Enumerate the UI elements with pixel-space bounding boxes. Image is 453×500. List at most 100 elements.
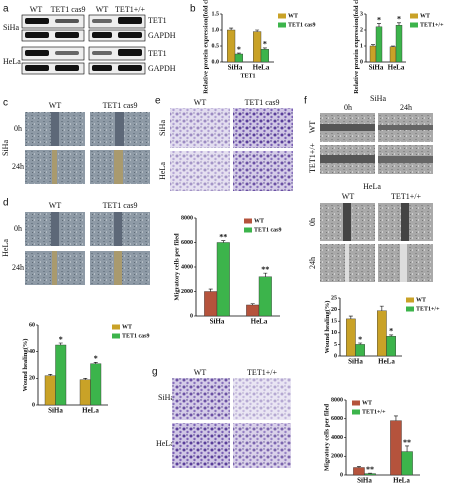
column-label: WT	[342, 192, 355, 201]
bar	[377, 310, 387, 357]
cell-label: SiHa	[1, 140, 10, 156]
row-label: HeLa	[158, 162, 167, 180]
row-label: SiHa	[158, 120, 167, 136]
row-label: SiHa	[158, 393, 174, 402]
significance-mark: **	[366, 465, 374, 474]
x-tick-label: HeLa	[378, 358, 395, 366]
y-axis-label: Wound healing(%)	[22, 339, 29, 392]
error-bar	[262, 47, 267, 50]
error-bar	[229, 27, 234, 30]
column-label: TET1 cas9	[103, 101, 138, 110]
wound-image	[25, 212, 150, 285]
y-tick-label: 40	[29, 349, 35, 355]
row-label: 0h	[14, 224, 22, 233]
panel-letter: g	[152, 367, 158, 378]
column-label: 0h	[344, 103, 352, 112]
x-tick-label: SiHa	[228, 64, 243, 72]
legend-swatch	[406, 306, 414, 312]
y-tick-label: 8000	[181, 215, 193, 221]
wound-image	[25, 112, 150, 184]
y-tick-label: 1.5	[212, 11, 220, 17]
error-bar	[48, 374, 53, 376]
legend-label: TET1 cas9	[122, 333, 150, 339]
y-axis-label: Migratory cells per filed	[173, 233, 180, 301]
bar	[258, 276, 272, 317]
y-axis-label: Wound healing(%)	[324, 301, 331, 354]
legend-label: TET1+/+	[362, 409, 386, 415]
legend-label: WT	[362, 400, 372, 406]
row-label: 24h	[308, 257, 317, 269]
x-tick-label: SiHa	[357, 477, 372, 485]
bar	[395, 25, 403, 63]
y-tick-label: 8000	[331, 397, 343, 403]
bar	[386, 336, 397, 357]
y-tick-label: 4000	[331, 435, 343, 441]
y-axis-label: Migratory cells per filed	[323, 404, 330, 472]
legend-swatch	[278, 13, 286, 19]
legend-label: WT	[122, 324, 132, 330]
protein-label: GAPDH	[148, 64, 176, 73]
bar	[204, 291, 218, 317]
x-tick-label: HeLa	[388, 64, 405, 72]
y-tick-label: 6000	[331, 416, 343, 422]
row-label: 24h	[12, 263, 24, 272]
error-bar	[83, 378, 88, 380]
x-tick-label: HeLa	[251, 318, 268, 326]
row-label: TET1+/+	[308, 143, 317, 173]
bar	[234, 53, 244, 63]
bar	[401, 451, 413, 476]
row-label: 0h	[14, 124, 22, 133]
panel-c: c WT TET1 cas9 0h 24h SiHa	[1, 98, 150, 184]
legend-label: TET1 cas9	[288, 22, 316, 28]
y-axis-label: Relative protein expression(fold change)	[353, 0, 360, 94]
y-tick-label: 0	[340, 472, 343, 478]
wound-image	[320, 113, 433, 174]
significance-mark: *	[397, 15, 401, 24]
bar	[389, 46, 397, 63]
panel-letter: b	[190, 4, 196, 15]
y-tick-label: 20	[29, 376, 35, 382]
legend-swatch	[278, 22, 286, 28]
y-tick-label: 10	[331, 330, 337, 336]
panel-g: g WT TET1+/+ SiHa HeLa	[152, 367, 291, 468]
y-tick-label: 5	[334, 342, 337, 348]
transwell-image	[172, 378, 291, 468]
y-tick-label: 3	[360, 11, 363, 17]
legend-label: TET1+/+	[420, 22, 444, 28]
y-tick-label: 4000	[181, 264, 193, 270]
bar	[252, 31, 262, 63]
legend-label: WT	[254, 218, 264, 224]
legend-swatch	[112, 324, 120, 330]
y-tick-label: 0	[190, 313, 193, 319]
x-tick-label: HeLa	[253, 64, 270, 72]
bar	[44, 375, 56, 406]
error-bar	[393, 415, 398, 421]
cell-label: SiHa	[3, 23, 19, 32]
x-tick-label: HeLa	[82, 407, 99, 415]
y-tick-label: 2000	[181, 289, 193, 295]
legend-label: TET1+/+	[416, 306, 440, 312]
legend-swatch	[352, 400, 360, 406]
bar	[369, 45, 377, 63]
cell-label: HeLa	[1, 239, 10, 257]
legend-label: WT	[420, 13, 430, 19]
error-bar	[405, 445, 410, 452]
significance-mark: *	[389, 327, 393, 336]
panel-letter: d	[3, 198, 9, 209]
column-label: WT	[194, 98, 207, 107]
error-bar	[389, 334, 394, 337]
legend-swatch	[244, 218, 252, 224]
column-label: TET1+/+	[391, 192, 421, 201]
error-bar	[93, 362, 98, 364]
bar	[246, 304, 260, 317]
y-tick-label: 0	[360, 59, 363, 65]
legend-swatch	[410, 22, 418, 28]
panel-letter: a	[3, 4, 9, 15]
bar	[226, 29, 236, 63]
significance-mark: *	[358, 335, 362, 344]
x-tick-label: SiHa	[369, 64, 384, 72]
error-bar	[236, 52, 241, 54]
significance-mark: *	[377, 15, 381, 24]
x-tick-label: HeLa	[393, 477, 410, 485]
column-label: WT	[49, 101, 62, 110]
